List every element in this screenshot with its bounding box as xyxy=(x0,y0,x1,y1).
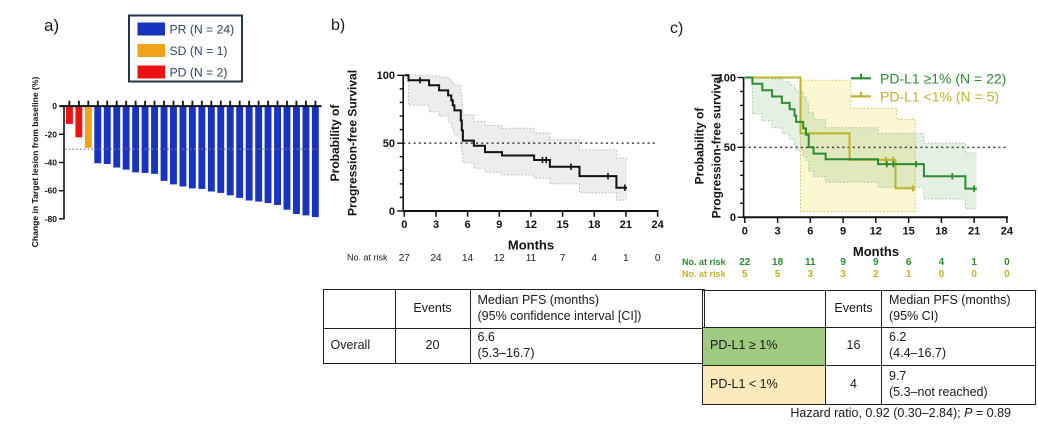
svg-text:9: 9 xyxy=(496,219,502,231)
svg-text:0: 0 xyxy=(939,269,945,280)
svg-text:7: 7 xyxy=(560,253,566,264)
svg-text:21: 21 xyxy=(968,226,980,238)
svg-text:No. at risk: No. at risk xyxy=(682,257,727,267)
svg-text:5: 5 xyxy=(775,269,781,280)
svg-text:No. at risk: No. at risk xyxy=(347,253,388,263)
svg-text:12: 12 xyxy=(494,253,506,264)
svg-text:6: 6 xyxy=(465,219,471,231)
svg-text:5: 5 xyxy=(742,269,748,280)
svg-text:0: 0 xyxy=(1004,257,1010,268)
svg-text:1: 1 xyxy=(623,253,629,264)
svg-text:6: 6 xyxy=(807,226,813,238)
svg-text:18: 18 xyxy=(588,219,600,231)
svg-text:6: 6 xyxy=(906,257,912,268)
svg-text:0: 0 xyxy=(655,253,661,264)
svg-text:-40: -40 xyxy=(45,158,58,168)
svg-text:2: 2 xyxy=(873,269,879,280)
svg-text:PD-L1 ≥1% (N = 22): PD-L1 ≥1% (N = 22) xyxy=(880,70,1006,86)
svg-text:0: 0 xyxy=(389,206,395,218)
svg-text:3: 3 xyxy=(840,269,846,280)
svg-text:15: 15 xyxy=(902,226,914,238)
svg-text:12: 12 xyxy=(525,219,537,231)
svg-text:PR (N = 24): PR (N = 24) xyxy=(170,23,235,37)
svg-text:a): a) xyxy=(44,16,59,35)
svg-text:24: 24 xyxy=(430,253,442,264)
svg-text:Months: Months xyxy=(508,238,554,253)
svg-text:12: 12 xyxy=(870,226,882,238)
svg-text:Probability of: Probability of xyxy=(693,107,707,185)
svg-text:0: 0 xyxy=(971,269,977,280)
svg-text:100: 100 xyxy=(718,72,736,84)
svg-text:3: 3 xyxy=(808,269,814,280)
svg-text:11: 11 xyxy=(526,253,537,264)
svg-text:9: 9 xyxy=(840,226,846,238)
svg-text:21: 21 xyxy=(620,219,632,231)
svg-text:PD-L1 <1% (N = 5): PD-L1 <1% (N = 5) xyxy=(880,88,999,104)
svg-text:18: 18 xyxy=(772,257,784,268)
svg-text:-60: -60 xyxy=(45,186,58,196)
svg-text:15: 15 xyxy=(556,219,568,231)
svg-text:9: 9 xyxy=(873,257,879,268)
svg-text:Progression-free Survival: Progression-free Survival xyxy=(346,70,360,216)
svg-text:SD (N = 1): SD (N = 1) xyxy=(170,44,228,58)
svg-text:0: 0 xyxy=(52,101,57,111)
svg-text:3: 3 xyxy=(775,226,781,238)
svg-text:-20: -20 xyxy=(45,129,58,139)
svg-text:4: 4 xyxy=(939,257,945,268)
svg-text:27: 27 xyxy=(399,253,411,264)
svg-text:Change in Target lesion from b: Change in Target lesion from baseline (%… xyxy=(30,76,40,247)
svg-text:9: 9 xyxy=(840,257,846,268)
svg-text:Probability of: Probability of xyxy=(328,104,342,182)
svg-text:c): c) xyxy=(670,20,683,37)
svg-text:24: 24 xyxy=(651,219,664,231)
svg-text:50: 50 xyxy=(724,142,736,154)
svg-text:11: 11 xyxy=(805,257,816,268)
svg-text:PD (N = 2): PD (N = 2) xyxy=(170,66,228,80)
svg-text:0: 0 xyxy=(401,219,407,231)
svg-text:24: 24 xyxy=(1001,226,1014,238)
svg-text:-80: -80 xyxy=(45,214,58,224)
svg-text:100: 100 xyxy=(377,70,395,82)
svg-text:14: 14 xyxy=(462,253,474,264)
svg-text:0: 0 xyxy=(742,226,748,238)
svg-text:Months: Months xyxy=(853,244,899,259)
svg-text:22: 22 xyxy=(739,257,751,268)
svg-text:1: 1 xyxy=(906,269,912,280)
svg-text:0: 0 xyxy=(1004,269,1010,280)
svg-text:4: 4 xyxy=(592,253,598,264)
svg-text:Progression-free survival: Progression-free survival xyxy=(710,74,724,219)
svg-text:No. at risk: No. at risk xyxy=(682,269,727,279)
svg-text:18: 18 xyxy=(935,226,947,238)
svg-text:3: 3 xyxy=(433,219,439,231)
svg-text:1: 1 xyxy=(971,257,977,268)
svg-text:0: 0 xyxy=(730,212,736,224)
svg-text:b): b) xyxy=(331,17,345,34)
svg-text:50: 50 xyxy=(383,138,395,150)
